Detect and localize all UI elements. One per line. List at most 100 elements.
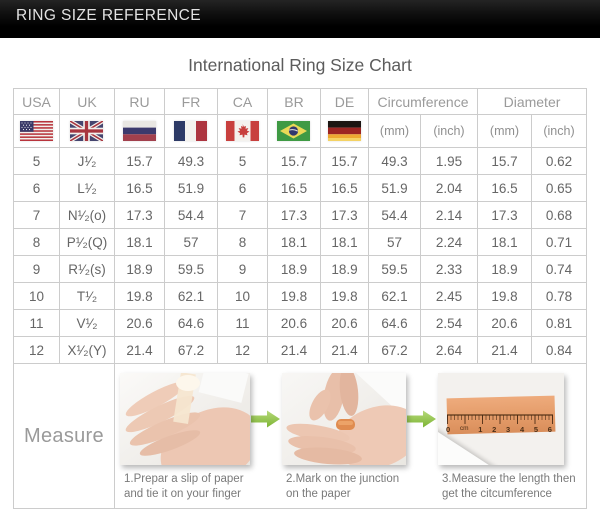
table-cell: 59.5 <box>367 255 421 283</box>
table-cell: V¹⁄₂ <box>58 309 115 337</box>
table-cell: X¹⁄₂(Y) <box>58 336 115 364</box>
table-cell: 9 <box>216 255 268 283</box>
table-cell: 16.5 <box>319 174 369 202</box>
table-cell: 15.7 <box>319 147 369 175</box>
table-cell: 0.68 <box>530 201 588 229</box>
arrow-right-icon <box>250 410 280 428</box>
uk-flag-icon <box>70 121 104 141</box>
hand-with-paper-illustration <box>119 373 250 465</box>
us-flag-icon <box>19 121 53 141</box>
table-cell: 18.1 <box>476 228 532 256</box>
step2-caption: 2.Mark on the junction on the paper <box>285 473 400 500</box>
table-cell: 64.6 <box>367 309 421 337</box>
table-cell: 0.74 <box>530 255 588 283</box>
table-row: 8 P¹⁄₂(Q) 18.1 57 8 18.1 18.1 57 2.24 18… <box>12 228 588 256</box>
table-cell: 0.65 <box>530 174 588 202</box>
table-cell: N¹⁄₂(o) <box>58 201 115 229</box>
table-row: 7 N¹⁄₂(o) 17.3 54.4 7 17.3 17.3 54.4 2.1… <box>12 201 588 229</box>
table-cell: J¹⁄₂ <box>58 147 115 175</box>
fr-flag-cell <box>163 114 218 148</box>
step3-photo: 0 cm 1 2 3 4 5 6 <box>437 373 564 465</box>
chart-title: International Ring Size Chart <box>188 55 412 75</box>
table-cell: 6 <box>12 174 60 202</box>
table-cell: 20.6 <box>476 309 532 337</box>
measure-step-2: 2.Mark on the junction on the paper <box>281 373 406 501</box>
table-cell: 2.64 <box>419 336 478 364</box>
measure-steps: 1.Prepar a slip of paper and tie it on y… <box>113 363 588 509</box>
ca-flag-cell <box>216 114 268 148</box>
table-cell: 5 <box>12 147 60 175</box>
table-cell: 9 <box>12 255 60 283</box>
table-cell: 1.95 <box>419 147 478 175</box>
table-cell: 16.5 <box>266 174 321 202</box>
table-cell: 12 <box>216 336 268 364</box>
table-cell: 19.8 <box>476 282 532 310</box>
br-flag-cell <box>266 114 321 148</box>
table-cell: T¹⁄₂ <box>58 282 115 310</box>
table-row: 6 L¹⁄₂ 16.5 51.9 6 16.5 16.5 51.9 2.04 1… <box>12 174 588 202</box>
table-cell: 49.3 <box>367 147 421 175</box>
table-cell: 21.4 <box>266 336 321 364</box>
table-cell: 18.9 <box>476 255 532 283</box>
step2-photo <box>281 373 406 465</box>
table-cell: 51.9 <box>367 174 421 202</box>
ru-flag-icon <box>122 121 156 141</box>
table-cell: 57 <box>163 228 218 256</box>
br-flag-icon <box>277 121 311 141</box>
table-cell: 11 <box>12 309 60 337</box>
table-cell: 18.1 <box>113 228 165 256</box>
table-header-row: USA UK RU FR CA BR DE Circumference Diam… <box>12 88 588 115</box>
us-flag-cell <box>12 114 60 148</box>
table-row: 5 J¹⁄₂ 15.7 49.3 5 15.7 15.7 49.3 1.95 1… <box>12 147 588 175</box>
table-row: 11 V¹⁄₂ 20.6 64.6 11 20.6 20.6 64.6 2.54… <box>12 309 588 337</box>
table-cell: 21.4 <box>113 336 165 364</box>
table-cell: 18.1 <box>319 228 369 256</box>
table-cell: 2.24 <box>419 228 478 256</box>
table-cell: 16.5 <box>476 174 532 202</box>
table-cell: 62.1 <box>367 282 421 310</box>
circumference-mm-unit: (mm) <box>367 114 421 148</box>
table-cell: 18.9 <box>319 255 369 283</box>
ring-size-table: USA UK RU FR CA BR DE Circumference Diam… <box>12 88 588 509</box>
col-header-br: BR <box>266 88 321 115</box>
table-cell: 15.7 <box>113 147 165 175</box>
table-cell: 16.5 <box>113 174 165 202</box>
table-cell: 20.6 <box>113 309 165 337</box>
table-cell: 19.8 <box>113 282 165 310</box>
measure-label: Measure <box>12 363 115 509</box>
measure-row: Measure <box>12 363 588 509</box>
table-cell: 12 <box>12 336 60 364</box>
table-cell: 19.8 <box>319 282 369 310</box>
table-cell: 7 <box>12 201 60 229</box>
table-cell: 0.62 <box>530 147 588 175</box>
table-row: 10 T¹⁄₂ 19.8 62.1 10 19.8 19.8 62.1 2.45… <box>12 282 588 310</box>
ruler-edge <box>446 414 553 416</box>
table-cell: R¹⁄₂(s) <box>58 255 115 283</box>
table-cell: L¹⁄₂ <box>58 174 115 202</box>
table-cell: 2.33 <box>419 255 478 283</box>
ru-flag-cell <box>113 114 165 148</box>
measure-step-3: 0 cm 1 2 3 4 5 6 <box>437 373 576 501</box>
table-cell: 2.54 <box>419 309 478 337</box>
table-cell: 17.3 <box>319 201 369 229</box>
circumference-inch-unit: (inch) <box>419 114 478 148</box>
col-header-uk: UK <box>58 88 115 115</box>
table-cell: 15.7 <box>476 147 532 175</box>
arrow-right-icon <box>406 410 436 428</box>
table-cell: 5 <box>216 147 268 175</box>
table-cell: 7 <box>216 201 268 229</box>
table-cell: 0.78 <box>530 282 588 310</box>
table-cell: 11 <box>216 309 268 337</box>
table-cell: 51.9 <box>163 174 218 202</box>
table-cell: 21.4 <box>476 336 532 364</box>
step1-caption: 1.Prepar a slip of paper and tie it on y… <box>123 473 244 500</box>
table-cell: 8 <box>216 228 268 256</box>
table-cell: 21.4 <box>319 336 369 364</box>
table-cell: 17.3 <box>476 201 532 229</box>
table-cell: 0.81 <box>530 309 588 337</box>
step3-caption: 3.Measure the length then get the citcum… <box>441 473 576 500</box>
table-cell: 10 <box>216 282 268 310</box>
col-header-circumference: Circumference <box>367 88 478 115</box>
table-cell: 2.14 <box>419 201 478 229</box>
table-cell: 59.5 <box>163 255 218 283</box>
